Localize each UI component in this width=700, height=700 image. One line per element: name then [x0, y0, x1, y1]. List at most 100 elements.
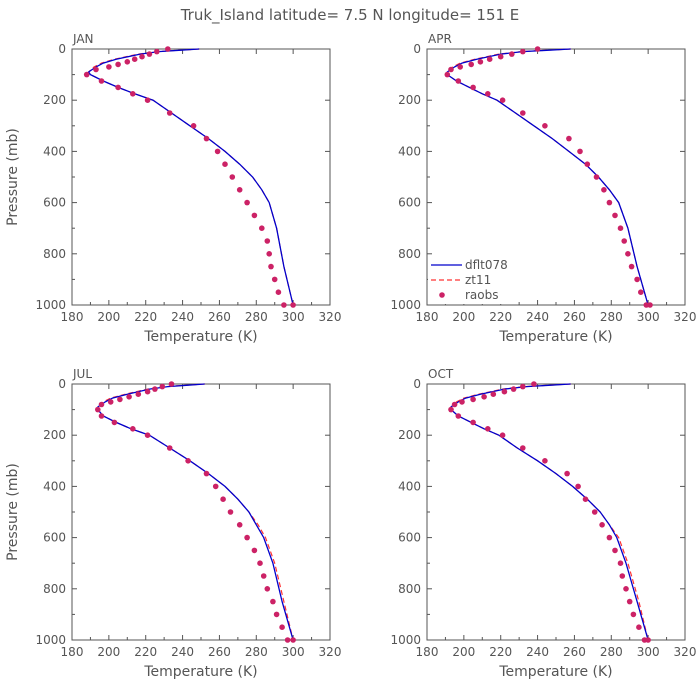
raobs-point: [499, 97, 506, 103]
y-tick-label: 800: [398, 582, 421, 596]
series-line-dflt078: [446, 48, 649, 306]
raobs-point: [236, 522, 243, 528]
panel-apr: APR 180 200 220 240 260 280 300 320 0 200 400 600 800…: [390, 32, 696, 345]
raobs-point: [621, 238, 627, 244]
x-tick-label: 300: [637, 645, 660, 659]
raobs-point: [290, 302, 296, 308]
raobs-point: [244, 534, 250, 541]
raobs-point: [214, 148, 221, 155]
raobs-point: [281, 302, 287, 308]
raobs-point: [593, 174, 600, 180]
raobs-point: [271, 276, 278, 283]
plot-frame: [71, 383, 331, 641]
raobs-point: [457, 64, 464, 70]
y-tick-label: 0: [413, 42, 421, 56]
raobs-point: [626, 598, 633, 605]
x-tick-label: 180: [416, 645, 439, 659]
raobs-point: [481, 394, 487, 400]
x-tick-label: 220: [489, 310, 512, 324]
series-line-dflt078: [450, 383, 649, 641]
raobs-point: [564, 470, 570, 477]
raobs-point: [131, 56, 138, 62]
raobs-point: [520, 48, 526, 55]
panel-label: JUL: [72, 367, 92, 381]
raobs-point: [93, 66, 99, 73]
raobs-point: [470, 396, 476, 403]
y-tick-label: 800: [43, 582, 66, 596]
raobs-point: [229, 174, 236, 180]
raobs-point: [166, 110, 173, 116]
y-tick-label: 200: [398, 428, 421, 442]
x-tick-label: 240: [171, 310, 194, 324]
y-tick-label: 800: [398, 247, 421, 261]
raobs-point: [630, 611, 637, 618]
y-tick-label: 200: [43, 428, 66, 442]
raobs-point: [268, 263, 274, 270]
raobs-point: [275, 289, 282, 296]
y-tick-label: 200: [398, 93, 421, 107]
raobs-point: [520, 445, 526, 451]
raobs-point: [617, 225, 624, 231]
x-tick-label: 320: [674, 310, 697, 324]
y-tick-label: 0: [413, 377, 421, 391]
raobs-point: [251, 547, 258, 554]
raobs-point: [251, 212, 258, 219]
raobs-point: [227, 509, 234, 515]
y-tick-label: 600: [398, 531, 421, 545]
raobs-point: [470, 419, 476, 426]
raobs-point: [591, 509, 598, 515]
x-tick-label: 200: [452, 645, 475, 659]
raobs-point: [542, 123, 548, 129]
raobs-point: [485, 426, 491, 432]
x-tick-label: 260: [208, 645, 231, 659]
panel-jul: JUL 180 200 220 240 260 280 300 320 0 200 400 600 800…: [5, 367, 341, 680]
x-tick-label: 300: [282, 645, 305, 659]
legend-label: raobs: [465, 288, 499, 302]
raobs-point: [520, 383, 526, 390]
raobs-point: [168, 381, 175, 387]
raobs-point: [638, 289, 644, 296]
series-line-zt11: [97, 383, 294, 641]
raobs-point: [264, 586, 271, 592]
x-tick-label: 200: [97, 645, 120, 659]
raobs-point: [455, 413, 462, 419]
y-tick-label: 800: [43, 247, 66, 261]
raobs-point: [606, 534, 613, 541]
y-tick-label: 600: [398, 196, 421, 210]
figure-title: Truk_Island latitude= 7.5 N longitude= 1…: [180, 6, 520, 25]
raobs-point: [444, 71, 451, 78]
raobs-point: [144, 388, 151, 395]
raobs-point: [98, 413, 105, 419]
raobs-point: [455, 78, 462, 84]
y-tick-label: 600: [43, 196, 66, 210]
x-tick-label: 320: [319, 310, 342, 324]
raobs-point: [107, 399, 114, 405]
raobs-point: [612, 212, 618, 219]
x-tick-label: 280: [245, 645, 268, 659]
panel-label: JAN: [72, 32, 94, 46]
panel-label: OCT: [428, 367, 454, 381]
raobs-point: [111, 419, 118, 426]
y-tick-label: 600: [43, 531, 66, 545]
legend-swatch-dot: [439, 292, 445, 298]
raobs-point: [144, 432, 151, 439]
y-axis-label: Pressure (mb): [5, 463, 21, 561]
x-tick-label: 200: [97, 310, 120, 324]
raobs-point: [619, 573, 626, 579]
x-tick-label: 200: [452, 310, 475, 324]
x-tick-label: 260: [208, 310, 231, 324]
plot-frame: [71, 48, 331, 306]
raobs-point: [617, 560, 624, 566]
raobs-point: [470, 84, 476, 91]
y-tick-label: 1000: [35, 298, 66, 312]
x-tick-label: 260: [563, 310, 586, 324]
raobs-point: [222, 161, 228, 167]
series-line-zt11: [450, 383, 649, 641]
raobs-point: [606, 199, 613, 206]
raobs-point: [260, 573, 267, 579]
series-line-dflt078: [97, 383, 294, 641]
panel-label: APR: [428, 32, 452, 46]
raobs-point: [623, 586, 629, 592]
raobs-point: [531, 381, 537, 387]
raobs-point: [509, 51, 515, 57]
